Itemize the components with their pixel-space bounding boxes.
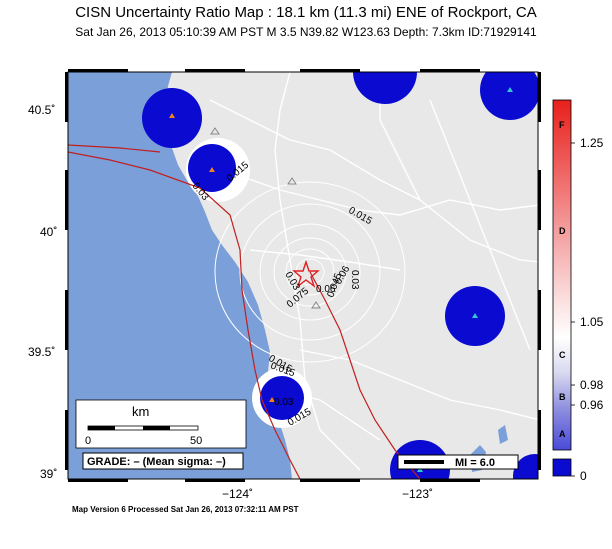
land xyxy=(162,72,538,479)
contour-label: 0.03 xyxy=(349,270,360,290)
grade-box: GRADE: – (Mean sigma: –) xyxy=(82,452,244,470)
colorbar-letter: D xyxy=(559,226,566,236)
lake xyxy=(498,425,508,444)
station-icon xyxy=(472,313,478,318)
lon-tick-label: −124˚ xyxy=(222,487,253,501)
station-icon xyxy=(311,301,321,309)
mi-legend: MI = 6.0 xyxy=(397,454,519,470)
station-icon xyxy=(209,167,215,172)
station-icon xyxy=(210,127,220,135)
epicenter-star-icon[interactable] xyxy=(292,259,320,288)
station-icon xyxy=(287,177,297,185)
map-subtitle: Sat Jan 26, 2013 05:10:39 AM PST M 3.5 N… xyxy=(75,25,537,39)
colorbar-value: 1.25 xyxy=(580,136,604,150)
colorbar-value: 0.98 xyxy=(580,378,604,392)
colorbar-zero-swatch xyxy=(552,458,572,477)
contour-label: 0.06 xyxy=(316,284,336,295)
lat-tick-label: 40˚ xyxy=(40,225,57,239)
colorbar-value: 1.05 xyxy=(580,315,604,329)
scale-bar: km 0 50 xyxy=(75,399,247,449)
frame-ticks xyxy=(65,69,541,482)
lat-tick-label: 39.5˚ xyxy=(28,345,55,359)
mi-legend-text: MI = 6.0 xyxy=(455,457,495,469)
map-title: CISN Uncertainty Ratio Map : 18.1 km (11… xyxy=(75,4,537,21)
station-icon xyxy=(269,397,275,402)
colorbar-gradient xyxy=(552,99,572,451)
colorbar-letter: B xyxy=(559,392,566,402)
uncertainty-blob xyxy=(480,72,538,120)
scale-min: 0 xyxy=(85,435,91,447)
colorbar-letter: C xyxy=(559,350,566,360)
contour-label: 0.03 xyxy=(274,397,294,408)
scale-unit: km xyxy=(132,404,149,419)
uncertainty-contours xyxy=(214,181,406,363)
colorbar-letter: A xyxy=(559,429,566,439)
uncertainty-blob xyxy=(513,454,538,479)
colorbar-letter: F xyxy=(559,120,565,130)
lat-tick-label: 39˚ xyxy=(40,467,57,481)
uncertainty-blob xyxy=(260,376,304,420)
uncertainty-blob xyxy=(353,72,417,104)
lat-tick-label: 40.5˚ xyxy=(28,103,55,117)
colorbar-value: 0.96 xyxy=(580,398,604,412)
colorbar: F D C B A 1.25 1.05 0.98 0.96 0 xyxy=(552,99,604,483)
station-icon xyxy=(169,113,175,118)
axis-labels: 40.5˚ 40˚ 39.5˚ 39˚ −124˚ −123˚ xyxy=(28,103,433,501)
colorbar-value: 0 xyxy=(580,469,587,483)
scale-max: 50 xyxy=(190,435,202,447)
lon-tick-label: −123˚ xyxy=(402,487,433,501)
grade-text: GRADE: – (Mean sigma: –) xyxy=(87,456,226,468)
footer-note: Map Version 6 Processed Sat Jan 26, 2013… xyxy=(72,505,299,514)
fault-lines xyxy=(68,144,421,479)
station-icon xyxy=(507,87,513,92)
